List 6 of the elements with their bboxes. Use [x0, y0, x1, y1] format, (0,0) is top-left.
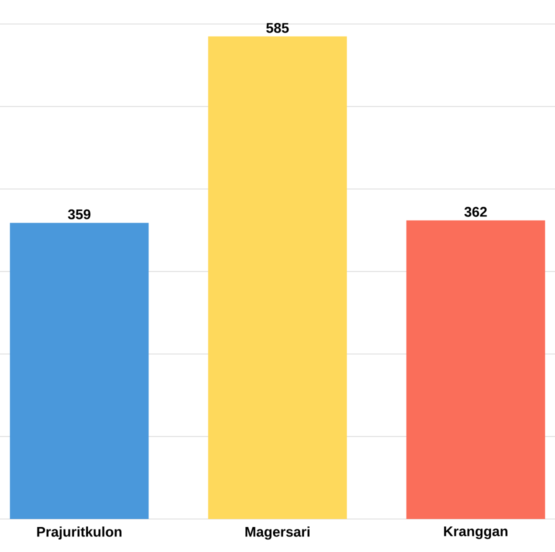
- x-tick-label: Kranggan: [444, 526, 508, 540]
- x-tick-label: Magersari: [245, 526, 310, 540]
- data-label: 359: [68, 209, 90, 220]
- x-tick-label: Prajuritkulon: [37, 526, 122, 540]
- data-label: 362: [464, 206, 487, 217]
- data-label: 585: [266, 22, 289, 33]
